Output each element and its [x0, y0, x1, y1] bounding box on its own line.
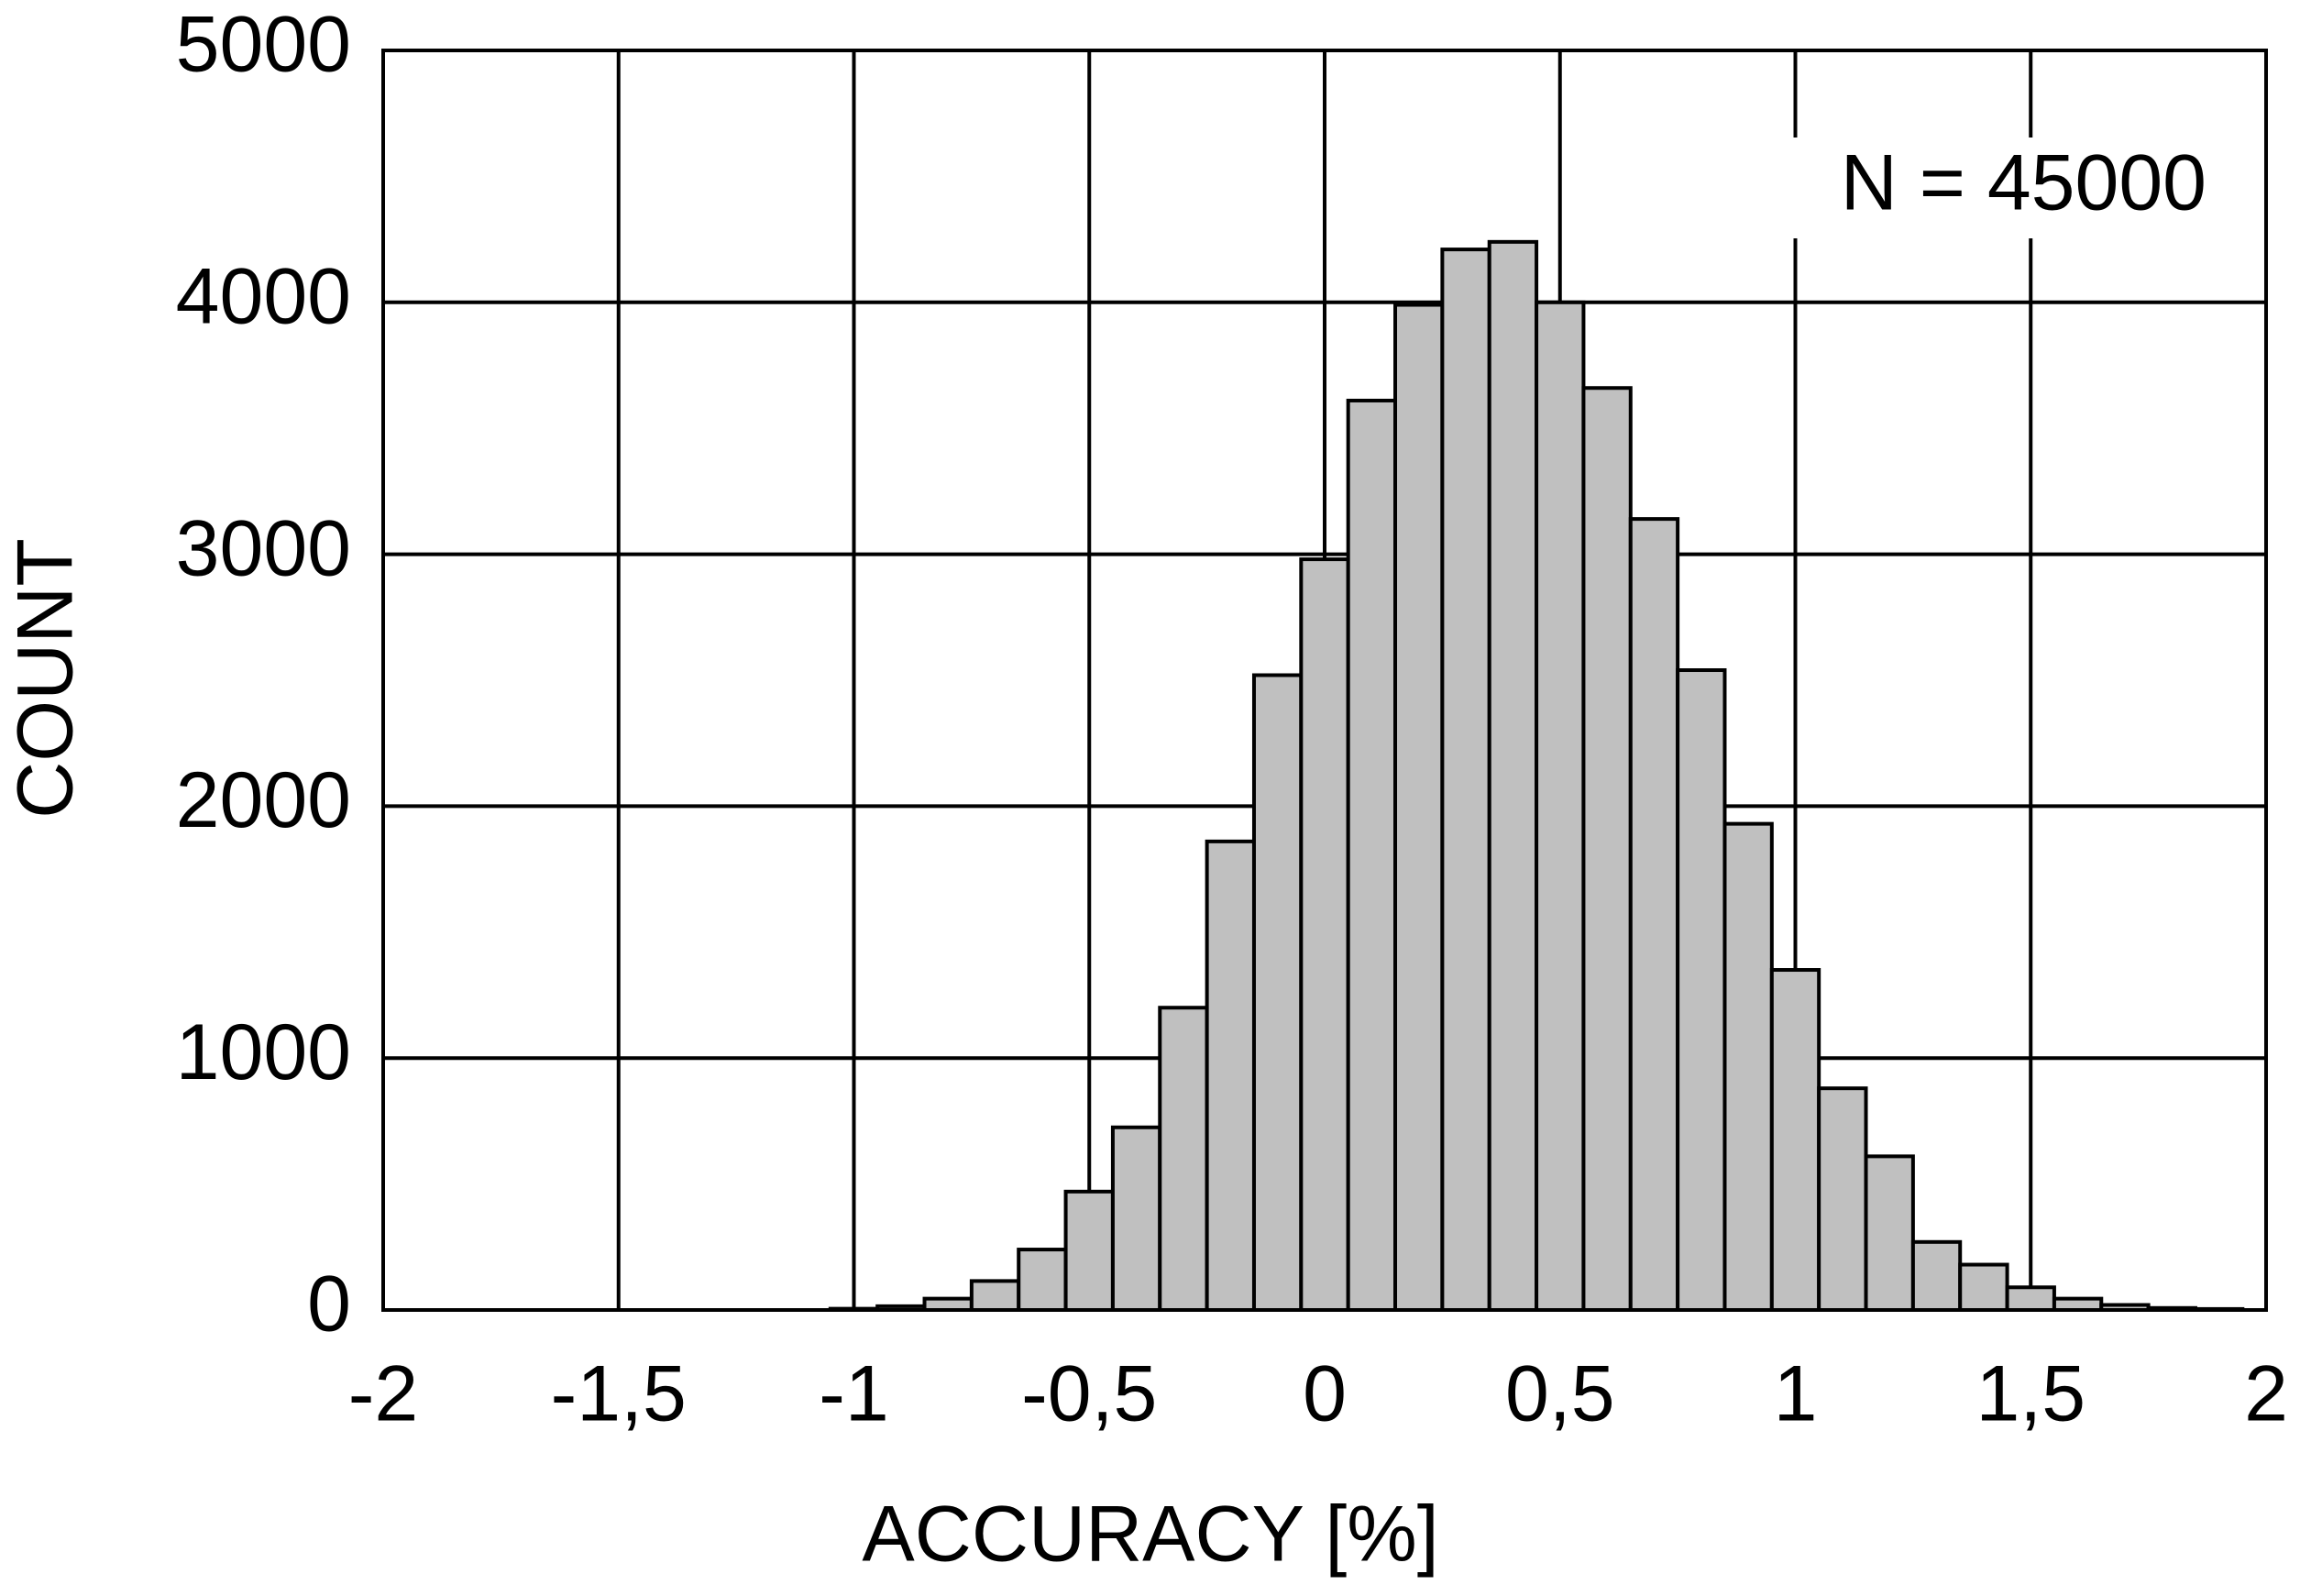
bar: [1817, 1086, 1868, 1313]
bar: [1440, 248, 1491, 1312]
tick-labels: 0 1000 2000 3000 4000 5000 -2 -1,5 -1 -0,5 0 0,5 1 1,…: [176, 1, 2288, 1438]
x-tick-label: 0,5: [1505, 1350, 1615, 1438]
bar: [1017, 1248, 1068, 1312]
x-tick-label: -1: [819, 1350, 888, 1438]
bar: [1958, 1262, 2009, 1313]
x-tick-label: 1,5: [1975, 1350, 2085, 1438]
bar: [1864, 1154, 1915, 1312]
y-tick-label: 5000: [176, 1, 351, 89]
x-tick-label: -2: [348, 1350, 418, 1438]
bar: [2005, 1285, 2056, 1312]
bar: [1769, 968, 1821, 1313]
bar: [1205, 839, 1256, 1312]
x-tick-label: 2: [2244, 1350, 2288, 1438]
bar: [1535, 300, 1586, 1312]
bar: [1299, 557, 1350, 1312]
y-tick-label: 3000: [176, 504, 351, 592]
bar: [1628, 517, 1680, 1312]
bar: [1158, 1006, 1209, 1312]
bar: [1487, 239, 1539, 1312]
bar: [1346, 398, 1398, 1312]
x-tick-label: 0: [1303, 1350, 1347, 1438]
x-tick-label: -1,5: [551, 1350, 687, 1438]
y-tick-label: 0: [307, 1260, 351, 1348]
bar: [1251, 673, 1304, 1312]
bar: [1581, 386, 1633, 1312]
y-tick-label: 2000: [176, 756, 351, 844]
bar: [1722, 821, 1774, 1312]
annotation-background: [1788, 138, 2218, 238]
bar: [1393, 303, 1445, 1313]
bar: [1063, 1189, 1115, 1312]
annotation: N = 45000: [1841, 139, 2206, 227]
bar: [1676, 668, 1727, 1312]
plot-frame: [381, 49, 2268, 1312]
x-axis-label: ACCURACY [%]: [862, 1491, 1438, 1579]
y-tick-label: 1000: [176, 1008, 351, 1096]
x-tick-label: 1: [1774, 1350, 1818, 1438]
y-axis-label: COUNT: [2, 538, 90, 819]
bar: [969, 1279, 1021, 1312]
bar: [1910, 1239, 1963, 1312]
x-tick-label: -0,5: [1021, 1350, 1157, 1438]
bar: [1110, 1125, 1162, 1313]
y-tick-label: 4000: [176, 253, 351, 341]
